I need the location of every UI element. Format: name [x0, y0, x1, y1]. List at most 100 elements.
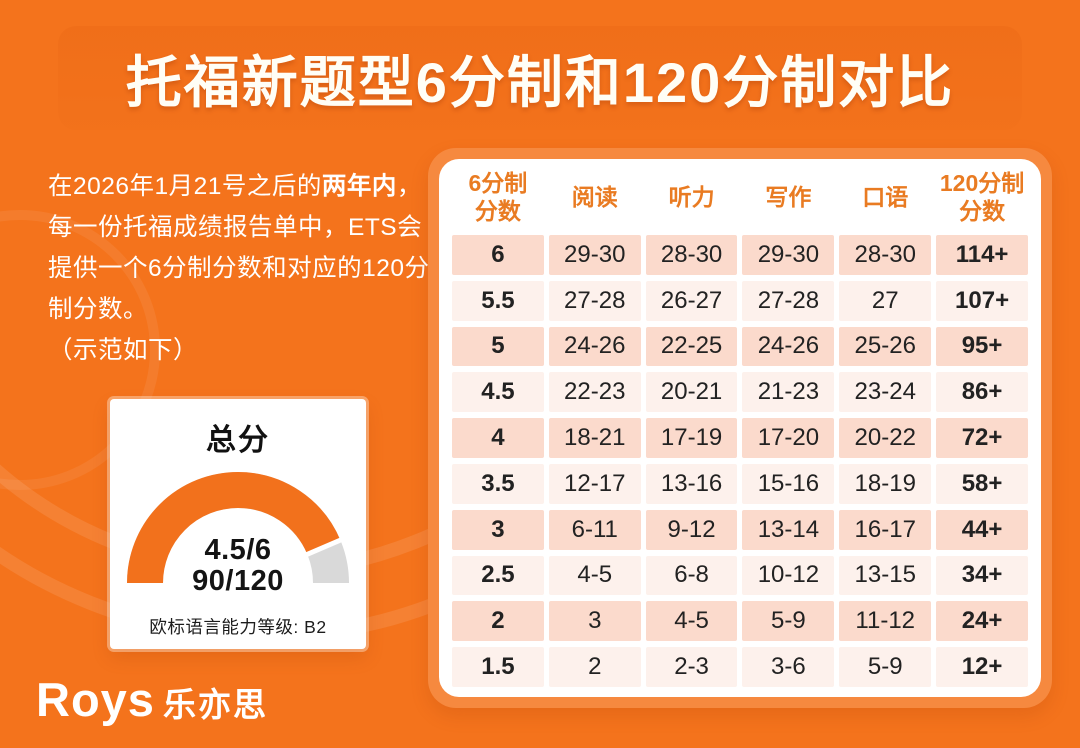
table-row: 3 6-11 9-12 13-14 16-17 44+ [452, 509, 1028, 550]
table-cell: 34+ [936, 555, 1028, 596]
table-cell: 58+ [936, 463, 1028, 504]
table-cell: 13-14 [742, 509, 835, 550]
table-cell: 107+ [936, 280, 1028, 321]
logo-chinese: 乐亦思 [162, 686, 268, 723]
conversion-table-inner: 6分制 分数 阅读 听力 写作 口语 120分制 分数 6 29-30 28-30 2… [439, 159, 1041, 697]
table-cell: 20-22 [839, 418, 932, 458]
table-cell: 28-30 [839, 235, 932, 275]
table-cell: 2 [548, 647, 641, 687]
intro-bold: 两年内 [321, 173, 397, 200]
table-cell: 4-5 [548, 555, 641, 596]
table-body: 6 29-30 28-30 29-30 28-30 114+ 5.5 27-28 26-27 27… [452, 235, 1028, 687]
table-row: 5 24-26 22-25 24-26 25-26 95+ [452, 326, 1028, 367]
table-cell: 20-21 [645, 372, 738, 413]
table-cell: 4.5 [452, 372, 544, 413]
header-listening: 听力 [668, 184, 715, 210]
table-cell: 12+ [936, 647, 1028, 687]
table-cell: 27 [839, 280, 932, 321]
score-gauge [127, 472, 349, 584]
brand-logo: Roys 乐亦思 [36, 672, 268, 727]
table-cell: 13-16 [645, 463, 738, 504]
header-6scale: 6分制 分数 [468, 170, 528, 224]
table-cell: 24-26 [548, 326, 641, 367]
header-speaking: 口语 [862, 184, 909, 210]
table-row: 2.5 4-5 6-8 10-12 13-15 34+ [452, 555, 1028, 596]
intro-part1: 在2026年1月21号之后的 [48, 173, 322, 200]
table-cell: 4-5 [645, 601, 738, 642]
table-cell: 2 [452, 601, 544, 642]
table-cell: 27-28 [548, 280, 641, 321]
gauge-divider [300, 536, 344, 560]
table-cell: 1.5 [452, 647, 544, 687]
table-cell: 16-17 [839, 509, 932, 550]
table-cell: 29-30 [548, 235, 641, 275]
table-cell: 5.5 [452, 280, 544, 321]
gauge-scores: 4.5/6 90/120 [110, 535, 366, 597]
table-row: 6 29-30 28-30 29-30 28-30 114+ [452, 235, 1028, 275]
table-cell: 114+ [936, 235, 1028, 275]
table-cell: 3 [452, 509, 544, 550]
table-cell: 11-12 [839, 601, 932, 642]
table-row: 2 3 4-5 5-9 11-12 24+ [452, 601, 1028, 642]
gauge-fill-arc [127, 472, 349, 584]
table-cell: 17-19 [645, 418, 738, 458]
score-120scale: 90/120 [192, 565, 284, 597]
table-cell: 86+ [936, 372, 1028, 413]
table-cell: 18-21 [548, 418, 641, 458]
table-cell: 15-16 [742, 463, 835, 504]
table-cell: 27-28 [742, 280, 835, 321]
page-title: 托福新题型6分制和120分制对比 [125, 50, 955, 114]
gauge-title: 总分 [206, 424, 270, 457]
table-cell: 44+ [936, 509, 1028, 550]
intro-text: 在2026年1月21号之后的两年内，每一份托福成绩报告单中，ETS会提供一个6分… [48, 166, 430, 371]
table-cell: 29-30 [742, 235, 835, 275]
table-row: 4.5 22-23 20-21 21-23 23-24 86+ [452, 372, 1028, 413]
table-cell: 28-30 [645, 235, 738, 275]
table-cell: 13-15 [839, 555, 932, 596]
table-cell: 4 [452, 418, 544, 458]
table-cell: 24+ [936, 601, 1028, 642]
table-cell: 6-8 [645, 555, 738, 596]
table-cell: 6 [452, 235, 544, 275]
table-cell: 6-11 [548, 509, 641, 550]
table-cell: 25-26 [839, 326, 932, 367]
table-cell: 12-17 [548, 463, 641, 504]
table-cell: 5 [452, 326, 544, 367]
header-reading: 阅读 [571, 184, 618, 210]
table-row: 1.5 2 2-3 3-6 5-9 12+ [452, 647, 1028, 687]
title-banner: 托福新题型6分制和120分制对比 [58, 26, 1022, 130]
table-cell: 95+ [936, 326, 1028, 367]
table-cell: 2.5 [452, 555, 544, 596]
table-cell: 24-26 [742, 326, 835, 367]
table-cell: 5-9 [742, 601, 835, 642]
header-writing: 写作 [765, 184, 812, 210]
logo-roys: Roys [36, 673, 155, 726]
conversion-table-card: 6分制 分数 阅读 听力 写作 口语 120分制 分数 6 29-30 28-30 2… [428, 148, 1052, 708]
table-cell: 22-23 [548, 372, 641, 413]
table-cell: 10-12 [742, 555, 835, 596]
table-cell: 72+ [936, 418, 1028, 458]
table-row: 3.5 12-17 13-16 15-16 18-19 58+ [452, 463, 1028, 504]
conversion-table: 6分制 分数 阅读 听力 写作 口语 120分制 分数 6 29-30 28-30 2… [447, 159, 1033, 693]
table-cell: 18-19 [839, 463, 932, 504]
table-cell: 3 [548, 601, 641, 642]
intro-paragraph: 在2026年1月21号之后的两年内，每一份托福成绩报告单中，ETS会提供一个6分… [48, 166, 430, 330]
score-6scale: 4.5/6 [204, 534, 272, 566]
table-cell: 3.5 [452, 463, 544, 504]
table-row: 5.5 27-28 26-27 27-28 27 107+ [452, 280, 1028, 321]
score-gauge-card: 总分 4.5/6 90/120 欧标语言能力等级: B2 [110, 399, 366, 649]
table-cell: 23-24 [839, 372, 932, 413]
table-cell: 21-23 [742, 372, 835, 413]
table-row: 4 18-21 17-19 17-20 20-22 72+ [452, 418, 1028, 458]
table-cell: 22-25 [645, 326, 738, 367]
table-cell: 3-6 [742, 647, 835, 687]
header-120scale: 120分制 分数 [939, 170, 1025, 224]
table-cell: 26-27 [645, 280, 738, 321]
table-cell: 2-3 [645, 647, 738, 687]
intro-note: （示范如下） [48, 337, 198, 364]
table-cell: 9-12 [645, 509, 738, 550]
cefr-level: 欧标语言能力等级: B2 [149, 617, 327, 637]
intro-part2: ，每一份托福成绩报告单中，ETS会提供一个6分制分数和对应的120分制分数。 [48, 173, 430, 323]
table-cell: 17-20 [742, 418, 835, 458]
